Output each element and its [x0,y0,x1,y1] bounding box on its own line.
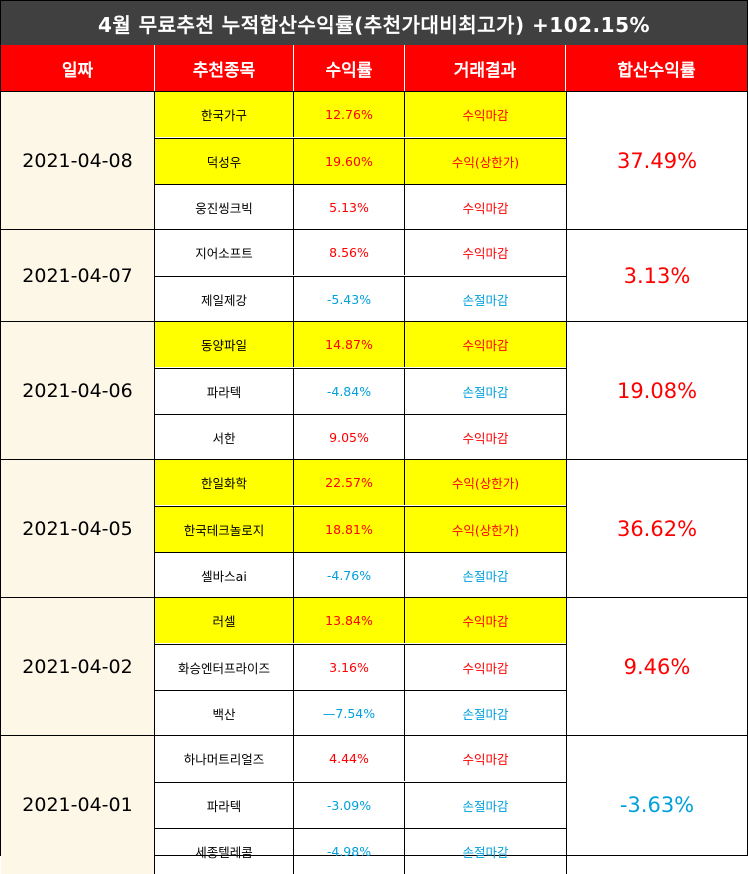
trade-result: 손절마감 [462,845,509,860]
table-row: 동양파일 14.87% 수익마감 [155,322,566,367]
date-group: 2021-04-01 하나머트리얼즈 4.44% 수익마감 파라텍 -3.09% 손절마감 세… [1,735,747,874]
stock-name: 한일화학 [155,460,294,505]
date-group: 2021-04-02 러셀 13.84% 수익마감 화승엔터프라이즈 3.16% 수익마감 백… [1,597,747,736]
date-cell: 2021-04-05 [1,460,155,598]
return-value: 3.16% [294,645,405,690]
return-value: 9.05% [294,415,405,460]
return-value: -5.43% [294,277,405,322]
stock-name: 제일제강 [155,277,294,322]
return-value: -4.76% [294,553,405,598]
table-row: 서한 9.05% 수익마감 [155,414,566,460]
return-value: -4.84% [294,369,405,414]
table-row: 한국테크놀로지 18.81% 수익(상한가) [155,506,566,552]
table-row: 제일제강 -5.43% 손절마감 [155,276,566,322]
stock-name: 하나머트리얼즈 [155,736,294,781]
table-row: 덕성우 19.60% 수익(상한가) [155,138,566,184]
table-row: 하나머트리얼즈 4.44% 수익마감 [155,736,566,781]
stock-name: 지어소프트 [155,230,294,275]
date-cell: 2021-04-02 [1,598,155,736]
trade-result: 수익(상한가) [405,460,566,505]
trade-result: 수익마감 [405,598,566,643]
trade-result: 손절마감 [462,799,509,814]
stock-name: 백산 [155,691,294,736]
total-return: 3.13% [566,230,747,322]
return-value: 14.87% [294,322,405,367]
trade-result: 수익마감 [462,431,509,446]
return-value: 13.84% [294,598,405,643]
return-value: 12.76% [294,92,405,137]
stock-name: 화승엔터프라이즈 [155,645,294,690]
table-row: 파라텍 -3.09% 손절마감 [155,782,566,828]
table-row: 세종텔레콤 -4.98% 손절마감 [155,828,566,874]
date-cell: 2021-04-06 [1,322,155,460]
return-value: 8.56% [294,230,405,275]
table-row: 웅진씽크빅 5.13% 수익마감 [155,184,566,230]
date-group: 2021-04-06 동양파일 14.87% 수익마감 파라텍 -4.84% 손절마감 서한 9… [1,321,747,460]
trade-result: 손절마감 [462,385,509,400]
stock-name: 한국가구 [155,92,294,137]
return-value: -3.09% [294,783,405,828]
return-value: 5.13% [294,185,405,230]
table-row: 러셀 13.84% 수익마감 [155,598,566,643]
table-row: 화승엔터프라이즈 3.16% 수익마감 [155,644,566,690]
date-group: 2021-04-08 한국가구 12.76% 수익마감 덕성우 19.60% 수익(상한가)… [1,91,747,230]
stock-name: 서한 [155,415,294,460]
return-value: —7.54% [294,691,405,736]
trade-result: 손절마감 [462,569,509,584]
table-row: 한국가구 12.76% 수익마감 [155,92,566,137]
total-return: 9.46% [566,598,747,736]
header-date: 일짜 [1,45,155,91]
trade-result: 수익마감 [462,201,509,216]
trade-result: 수익마감 [405,322,566,367]
header-row: 일짜 추천종목 수익률 거래결과 합산수익률 [1,45,747,91]
total-return: 19.08% [566,322,747,460]
stock-name: 덕성우 [155,139,294,184]
header-result: 거래결과 [405,45,566,91]
trade-result: 수익마감 [462,752,509,767]
trade-result: 수익마감 [462,246,509,261]
stock-name: 파라텍 [155,783,294,828]
date-cell: 2021-04-08 [1,92,155,230]
header-return: 수익률 [294,45,405,91]
trade-result: 수익(상한가) [405,139,566,184]
return-value: 4.44% [294,736,405,781]
stock-name: 셀바스ai [155,553,294,598]
return-value: 18.81% [294,507,405,552]
return-value: 22.57% [294,460,405,505]
trade-result: 손절마감 [462,293,509,308]
table-row: 지어소프트 8.56% 수익마감 [155,230,566,275]
stock-name: 파라텍 [155,369,294,414]
total-return: 36.62% [566,460,747,598]
stock-name: 웅진씽크빅 [155,185,294,230]
table-title: 4월 무료추천 누적합산수익률(추천가대비최고가) +102.15% [1,1,747,45]
header-total-return: 합산수익률 [617,60,696,81]
date-group: 2021-04-05 한일화학 22.57% 수익(상한가) 한국테크놀로지 18.81%… [1,459,747,598]
total-return: -3.63% [566,736,747,874]
total-return: 37.49% [566,92,747,230]
stock-name: 세종텔레콤 [155,829,294,874]
table-row: 한일화학 22.57% 수익(상한가) [155,460,566,505]
table-row: 셀바스ai -4.76% 손절마감 [155,552,566,598]
table-row: 백산 —7.54% 손절마감 [155,690,566,736]
stock-name: 러셀 [155,598,294,643]
trade-result: 수익(상한가) [405,507,566,552]
date-cell: 2021-04-07 [1,230,155,322]
stock-name: 동양파일 [155,322,294,367]
table-row: 파라텍 -4.84% 손절마감 [155,368,566,414]
return-value: -4.98% [294,829,405,874]
stock-name: 한국테크놀로지 [155,507,294,552]
trade-result: 수익마감 [462,661,509,676]
date-cell: 2021-04-01 [1,736,155,874]
header-stock: 추천종목 [155,45,294,91]
trade-result: 수익마감 [405,92,566,137]
return-value: 19.60% [294,139,405,184]
trade-result: 손절마감 [462,707,509,722]
